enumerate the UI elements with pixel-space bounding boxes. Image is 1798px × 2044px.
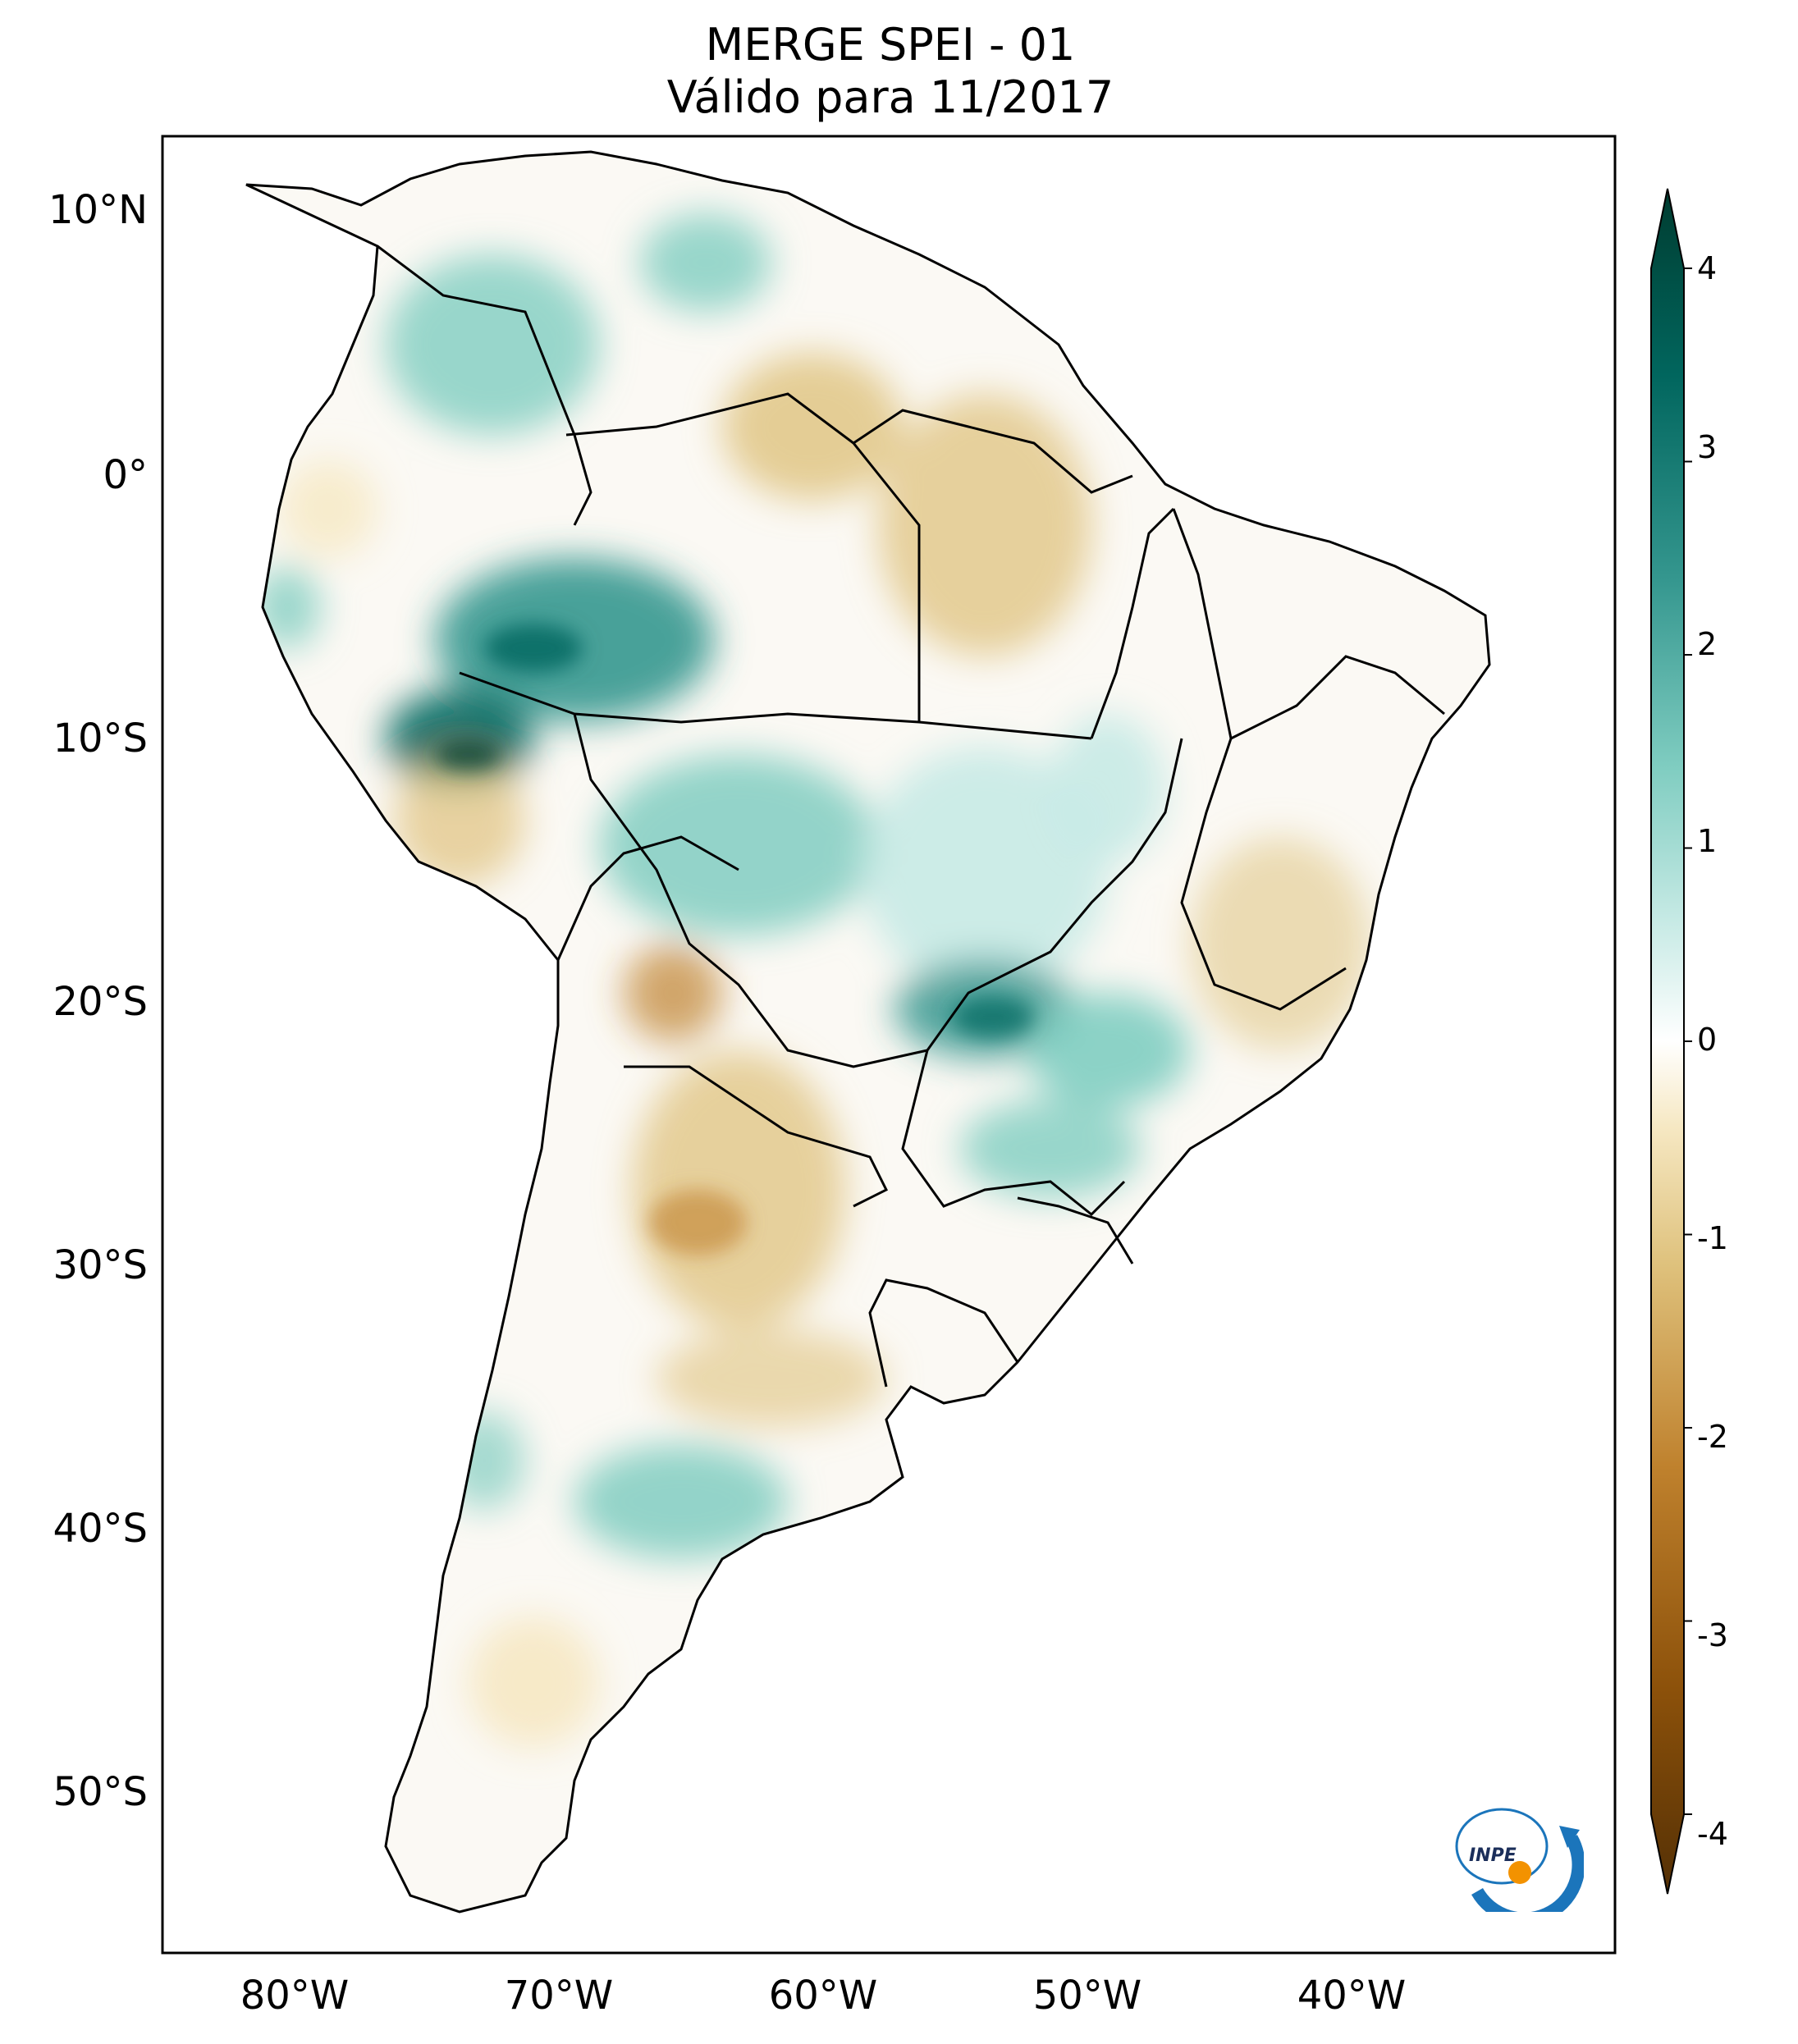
colorbar [1650, 188, 1692, 1895]
colorbar-label: -3 [1697, 1617, 1728, 1653]
lat-label: 20°S [53, 979, 148, 1025]
colorbar-label: -1 [1697, 1220, 1728, 1256]
map-title: MERGE SPEI - 01 [705, 19, 1076, 71]
map-subtitle: Válido para 11/2017 [666, 71, 1114, 123]
colorbar-label: -4 [1697, 1816, 1728, 1852]
colorbar-label: -2 [1697, 1419, 1728, 1455]
spei-field [246, 152, 1489, 1912]
lon-label: 70°W [504, 1973, 614, 2019]
colorbar-label: 0 [1697, 1022, 1718, 1058]
lat-label: 10°N [48, 187, 148, 233]
lat-label: 10°S [53, 716, 148, 761]
inpe-logo-icon: INPE [1455, 1808, 1584, 1912]
colorbar-label: 4 [1697, 250, 1718, 286]
colorbar-label: 2 [1697, 626, 1718, 662]
lon-label: 80°W [240, 1973, 350, 2019]
svg-text:INPE: INPE [1469, 1845, 1517, 1866]
colorbar-label: 1 [1697, 823, 1718, 859]
lat-label: 30°S [53, 1242, 148, 1288]
political-borders [377, 245, 1445, 1388]
lat-label: 50°S [53, 1769, 148, 1815]
lon-label: 40°W [1297, 1973, 1407, 2019]
colorbar-label: 3 [1697, 429, 1718, 465]
lon-label: 60°W [768, 1973, 878, 2019]
lon-label: 50°W [1032, 1973, 1142, 2019]
lat-label: 0° [103, 452, 148, 498]
lat-label: 40°S [53, 1506, 148, 1552]
